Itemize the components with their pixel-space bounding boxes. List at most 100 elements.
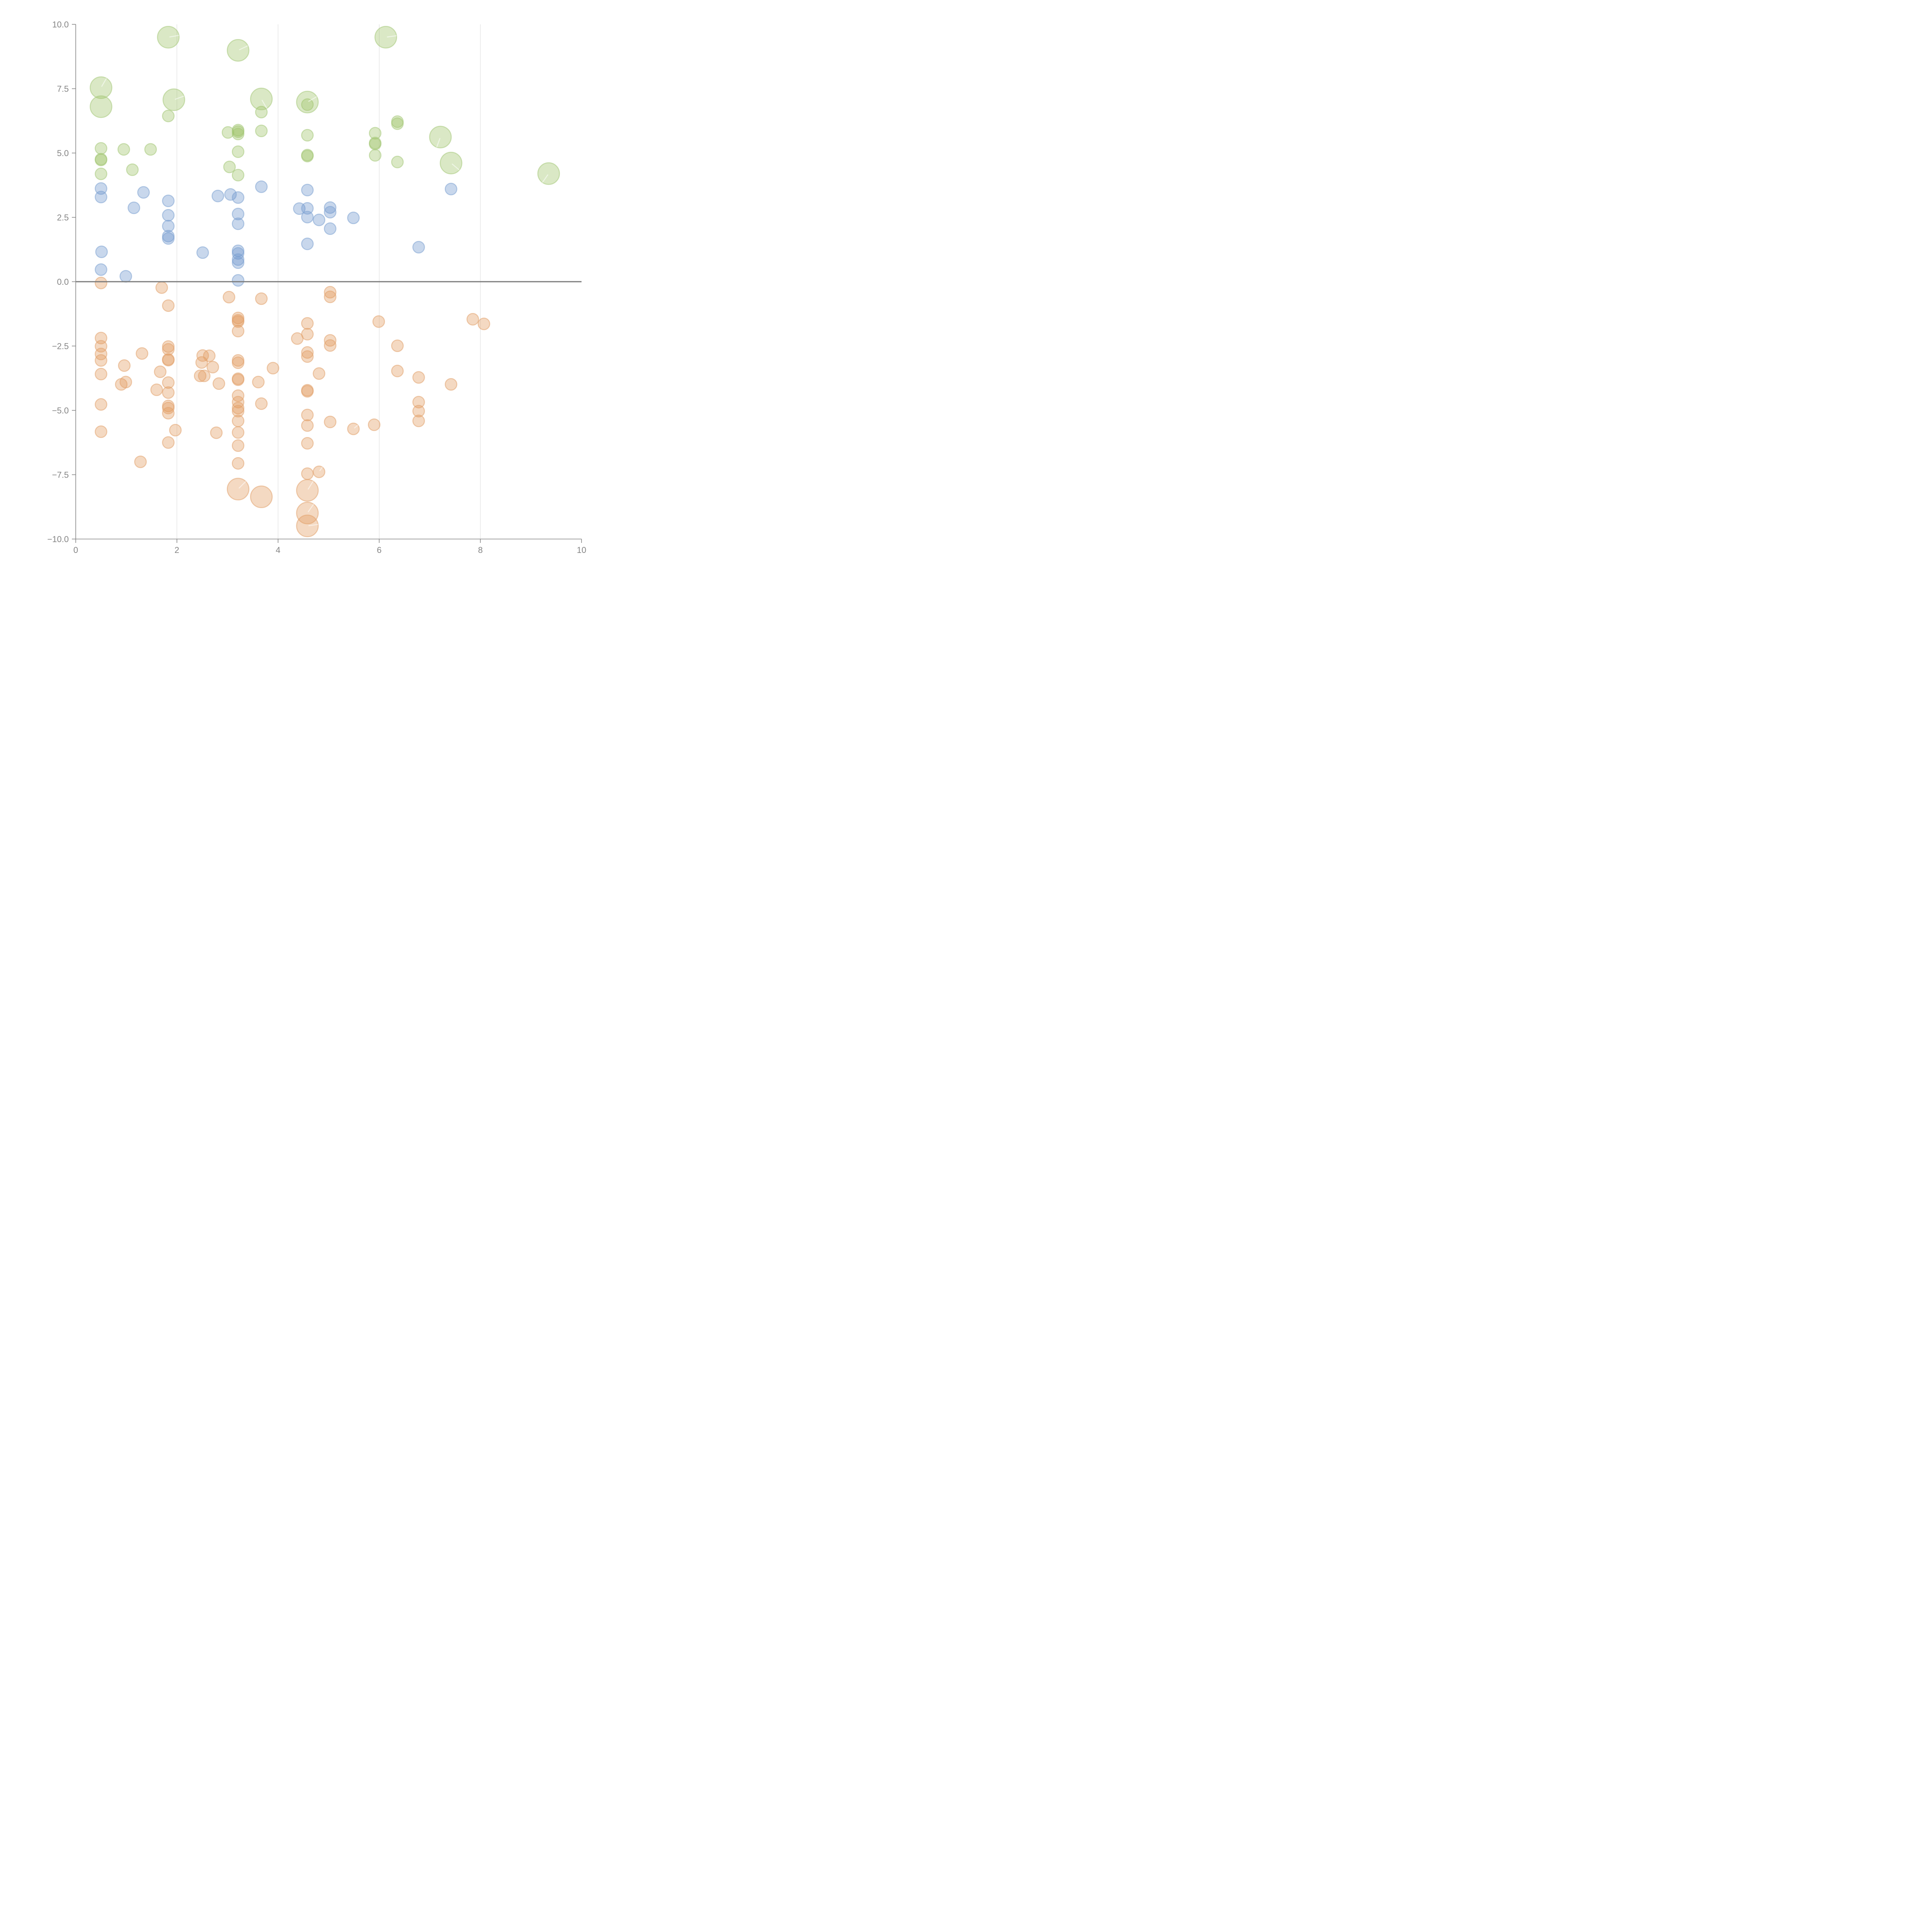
orange-bubble-highlight [238, 481, 246, 489]
blue-bubble [324, 201, 337, 214]
green-bubble-highlight [542, 174, 548, 183]
orange-bubble [412, 371, 425, 384]
green-bubble-highlight [452, 163, 460, 170]
orange-bubble [301, 467, 314, 480]
green-bubble [250, 87, 273, 111]
green-bubble [90, 95, 112, 118]
orange-bubble [324, 334, 337, 347]
blue-bubble [128, 201, 140, 214]
orange-bubble [210, 426, 223, 439]
orange-bubble [478, 317, 490, 330]
orange-bubble [324, 291, 337, 303]
orange-bubble [162, 340, 175, 353]
blue-bubble [137, 186, 150, 199]
orange-bubble [231, 415, 245, 427]
blue-bubble [119, 270, 132, 283]
green-bubble-highlight [262, 100, 267, 109]
orange-bubble [162, 354, 175, 367]
green-bubble [144, 143, 157, 156]
green-bubble [301, 150, 314, 163]
green-bubble-highlight [387, 35, 397, 37]
x-tick-label: 0 [73, 545, 78, 555]
green-bubble [369, 138, 382, 150]
orange-bubble [313, 367, 325, 380]
orange-bubble-highlight [354, 425, 358, 429]
orange-bubble [231, 457, 245, 470]
orange-bubble [301, 328, 314, 341]
green-bubble [369, 149, 382, 162]
green-bubble [162, 109, 175, 122]
y-tick-label: 0.0 [57, 277, 69, 287]
green-bubble [157, 26, 180, 49]
blue-bubble [162, 232, 175, 245]
y-tick-label: 10.0 [52, 20, 69, 29]
orange-bubble [95, 398, 107, 411]
orange-bubble [301, 346, 314, 359]
green-bubble [391, 117, 404, 130]
orange-bubble [412, 415, 425, 427]
orange-bubble [95, 367, 107, 381]
x-tick-label: 6 [377, 545, 381, 555]
orange-bubble [150, 383, 163, 396]
orange-bubble [255, 292, 268, 305]
blue-bubble [301, 184, 314, 197]
blue-bubble [301, 211, 314, 224]
orange-bubble [136, 347, 148, 360]
orange-bubble [196, 349, 209, 362]
orange-bubble [95, 425, 107, 438]
orange-bubble [301, 419, 314, 432]
green-bubble [162, 88, 185, 111]
blue-bubble [162, 194, 175, 207]
orange-bubble [368, 418, 381, 431]
blue-bubble [162, 209, 175, 222]
blue-bubble [211, 189, 224, 202]
orange-bubble [231, 315, 245, 328]
y-tick-label: 2.5 [57, 213, 69, 223]
blue-bubble [162, 219, 175, 233]
green-bubble [231, 128, 245, 140]
green-bubble-highlight [175, 95, 184, 100]
orange-bubble [324, 286, 337, 299]
orange-bubble-highlight [308, 524, 318, 526]
orange-bubble-highlight [308, 481, 314, 490]
orange-bubble [296, 502, 319, 524]
orange-bubble [296, 479, 319, 502]
blue-bubble [324, 222, 337, 235]
orange-bubble [466, 313, 479, 326]
green-bubble [429, 126, 452, 148]
orange-bubble [252, 376, 265, 388]
orange-bubble [296, 514, 319, 537]
orange-bubble [255, 397, 268, 410]
green-bubble-highlight [169, 35, 179, 37]
blue-bubble [95, 190, 107, 204]
y-tick-label: 5.0 [57, 148, 69, 158]
orange-bubble [313, 465, 325, 478]
blue-bubble [95, 182, 107, 195]
x-tick-label: 10 [577, 545, 586, 555]
x-tick-label: 4 [276, 545, 280, 555]
orange-bubble [301, 350, 314, 363]
orange-bubble [223, 291, 235, 304]
x-tick-label: 2 [175, 545, 179, 555]
blue-bubble [313, 213, 325, 226]
y-tick-label: −5.0 [52, 406, 69, 415]
orange-bubble [119, 376, 132, 388]
blue-bubble [324, 206, 337, 219]
blue-bubble [347, 211, 360, 224]
green-bubble [223, 160, 236, 173]
blue-bubble [301, 237, 314, 250]
green-bubble [369, 127, 382, 139]
orange-bubble [162, 299, 175, 312]
orange-bubble [324, 415, 337, 429]
green-bubble [231, 169, 245, 182]
blue-bubble [412, 241, 425, 254]
green-bubble-highlight [239, 45, 248, 50]
orange-bubble [162, 343, 175, 356]
axes: 10.0 7.5 5.0 2.5 0.0 −2.5 −5.0 −7.5 −10.0 0 2 4 6 8 10 [47, 20, 586, 555]
orange-bubble [301, 385, 314, 398]
orange-bubble [198, 369, 211, 383]
orange-bubble [301, 437, 314, 450]
orange-bubble [391, 364, 404, 378]
orange-bubble [162, 386, 175, 399]
bubble-chart: 10.0 7.5 5.0 2.5 0.0 −2.5 −5.0 −7.5 −10.0 0 2 4 6 8 10 [0, 0, 603, 603]
